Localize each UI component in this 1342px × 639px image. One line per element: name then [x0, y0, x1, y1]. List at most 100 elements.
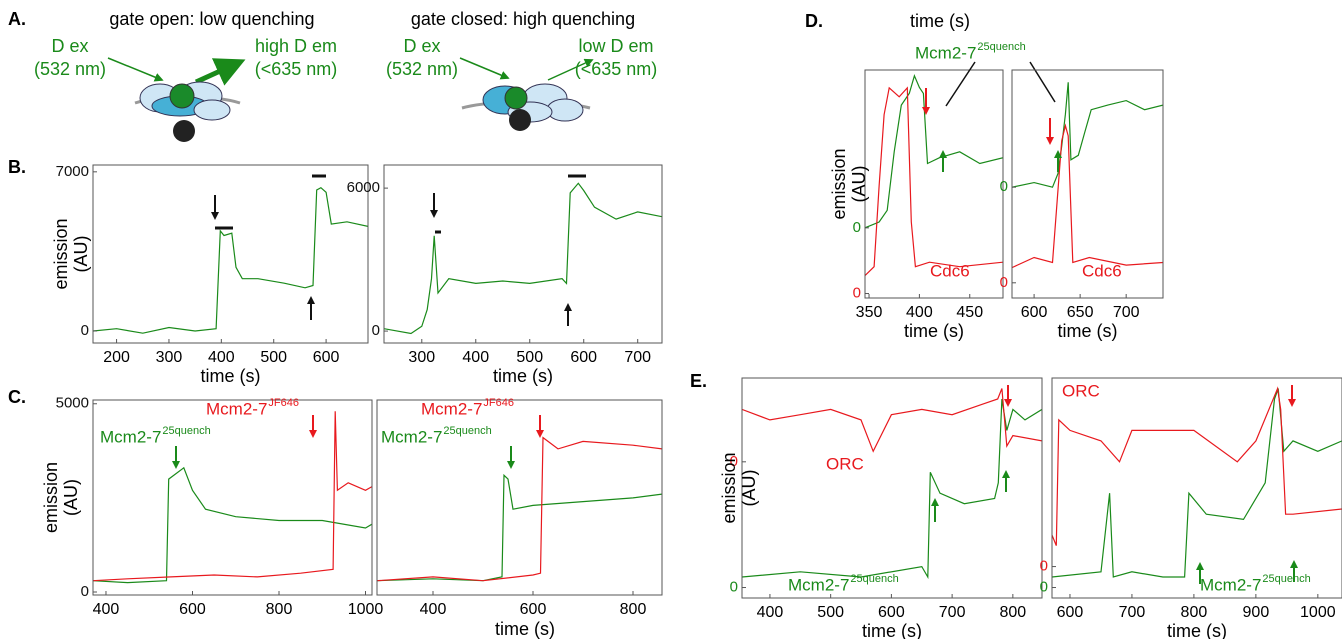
- plot-frame: [864, 69, 1004, 299]
- annotation-sup: JF646: [483, 397, 514, 409]
- arrow-head: [1002, 470, 1010, 478]
- y-axis-label: (AU): [739, 470, 759, 507]
- y-tick-label: 0: [1000, 274, 1008, 291]
- arrow-head: [211, 212, 219, 220]
- arrow-head: [1290, 560, 1298, 568]
- arrow-head: [564, 303, 572, 311]
- arrow-head: [309, 430, 317, 438]
- annotation-sup: 25quench: [1262, 573, 1310, 585]
- panel-letter: E.: [690, 371, 707, 391]
- x-tick-label: 1000: [348, 601, 384, 618]
- x-tick-label: 600: [1057, 604, 1084, 621]
- panel-a: A. gate open: low quenching D ex (532 nm…: [8, 9, 657, 142]
- trace: [93, 186, 368, 334]
- annotation: Mcm2-7: [381, 427, 442, 446]
- trace: [1052, 388, 1342, 578]
- arrow: [107, 57, 164, 82]
- plot: [384, 182, 662, 335]
- annotation-sup: 25quench: [977, 41, 1025, 53]
- x-tick-label: 600: [1021, 304, 1048, 321]
- y-axis-label: emission: [41, 462, 61, 533]
- x-tick-label: 1000: [1300, 604, 1336, 621]
- x-tick-label: 650: [1067, 304, 1094, 321]
- label: (<635 nm): [255, 59, 338, 79]
- trace: [865, 86, 1003, 277]
- y-tick-label: 0: [730, 453, 738, 470]
- x-tick-label: 700: [1113, 304, 1140, 321]
- annotation: Mcm2-7: [421, 399, 482, 418]
- label: D ex: [51, 36, 88, 56]
- trace: [377, 436, 662, 582]
- arrow-head: [1004, 399, 1012, 407]
- plot-frame: [376, 399, 663, 596]
- mcm-closed: [461, 83, 591, 131]
- plot-frame: [383, 164, 663, 344]
- y-tick-label: 0: [853, 284, 861, 301]
- label: D ex: [403, 36, 440, 56]
- x-axis-label: time (s): [1167, 621, 1227, 639]
- y-tick-label: 0: [81, 322, 89, 339]
- x-axis-label: time (s): [493, 366, 553, 386]
- annotation: Cdc6: [1082, 261, 1122, 280]
- plot: [865, 74, 1003, 277]
- x-tick-label: 500: [817, 604, 844, 621]
- y-tick-label: 0: [853, 219, 861, 236]
- x-tick-label: 300: [408, 349, 435, 366]
- x-tick-label: 400: [906, 304, 933, 321]
- x-axis-label: time (s): [201, 366, 261, 386]
- trace: [384, 182, 662, 335]
- x-axis-label: time (s): [904, 321, 964, 341]
- plot: [93, 186, 368, 334]
- x-tick-label: 800: [1181, 604, 1208, 621]
- x-axis-label: time (s): [862, 621, 922, 639]
- annotation: Cdc6: [930, 261, 970, 280]
- plot-frame: [1011, 69, 1164, 299]
- x-tick-label: 900: [1243, 604, 1270, 621]
- arrow-head: [307, 296, 315, 304]
- x-tick-label: 400: [757, 604, 784, 621]
- y-tick-label: 0: [372, 322, 380, 339]
- x-tick-label: 500: [516, 349, 543, 366]
- leader-line: [945, 61, 976, 107]
- label: low D em: [578, 36, 653, 56]
- label: high D em: [255, 36, 337, 56]
- y-tick-label: 7000: [56, 163, 89, 180]
- trace: [865, 74, 1003, 229]
- x-tick-label: 800: [266, 601, 293, 618]
- arrow-head: [931, 498, 939, 506]
- panel-letter: C.: [8, 387, 26, 407]
- y-tick-label: 0: [1040, 578, 1048, 595]
- plot: [93, 411, 372, 584]
- x-tick-label: 700: [1119, 604, 1146, 621]
- annotation: ORC: [1062, 381, 1100, 400]
- trace: [1012, 82, 1163, 188]
- annotation: Mcm2-7: [788, 575, 849, 594]
- annotation: Mcm2-7: [915, 43, 976, 62]
- state-title: gate open: low quenching: [109, 9, 314, 29]
- x-axis-label: time (s): [495, 619, 555, 639]
- arrow-head: [939, 150, 947, 158]
- x-tick-label: 600: [570, 349, 597, 366]
- x-tick-label: 400: [420, 601, 447, 618]
- arrow-head: [1196, 562, 1204, 570]
- annotation-sup: 25quench: [850, 573, 898, 585]
- x-tick-label: 800: [620, 601, 647, 618]
- x-tick-label: 350: [856, 304, 883, 321]
- trace: [1052, 386, 1342, 546]
- y-tick-label: 0: [1000, 178, 1008, 195]
- arrow-head: [922, 107, 930, 115]
- y-tick-label: 0: [81, 583, 89, 600]
- arrow-head: [172, 461, 180, 469]
- x-tick-label: 450: [956, 304, 983, 321]
- y-axis-label: emission: [51, 218, 71, 289]
- trace: [1012, 123, 1163, 269]
- y-axis-label: (AU): [61, 479, 81, 516]
- arrow-head: [1054, 150, 1062, 158]
- x-tick-label: 800: [999, 604, 1026, 621]
- trace: [93, 411, 372, 582]
- arrow: [459, 57, 510, 80]
- y-axis-label: (AU): [71, 236, 91, 273]
- plot-frame: [92, 399, 373, 596]
- x-tick-label: 500: [260, 349, 287, 366]
- label: (<635 nm): [575, 59, 658, 79]
